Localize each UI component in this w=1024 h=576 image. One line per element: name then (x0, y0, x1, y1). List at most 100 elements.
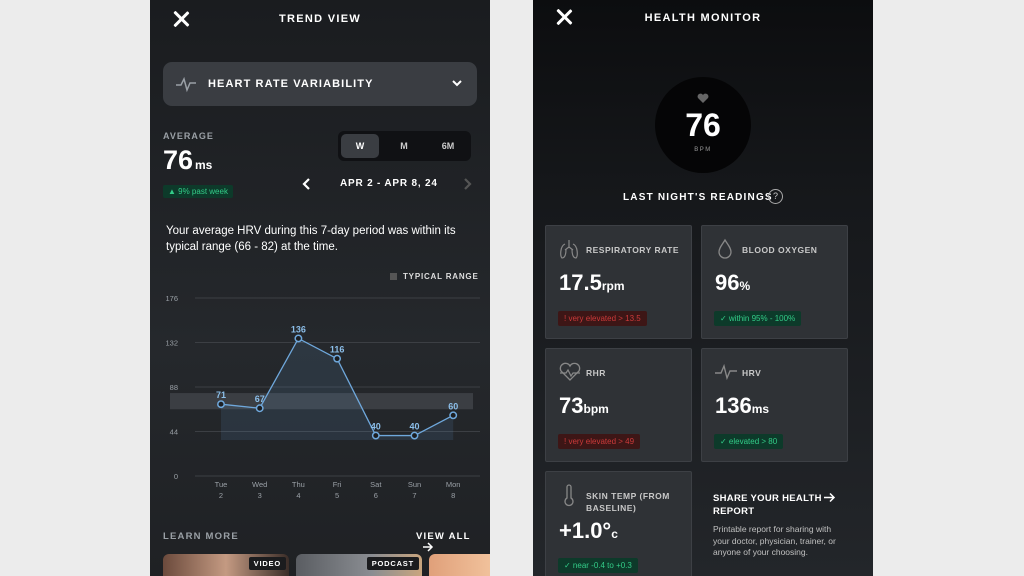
tile-label: SKIN TEMP (FROM BASELINE) (586, 491, 670, 513)
view-all-link[interactable]: VIEW ALL (416, 531, 490, 554)
status-badge: ✓ elevated > 80 (714, 434, 784, 449)
data-label: 40 (371, 422, 381, 432)
status-badge: ! very elevated > 13.5 (558, 311, 647, 326)
heart-pulse-icon (559, 362, 581, 381)
tile-value: 17.5rpm (559, 270, 625, 295)
learn-more-heading: LEARN MORE (163, 531, 239, 542)
x-tick-label: Wed (252, 480, 267, 489)
status-badge: ! very elevated > 49 (558, 434, 641, 449)
x-tick-date: 4 (296, 491, 300, 500)
heart-icon (697, 93, 709, 103)
arrow-right-icon (824, 492, 836, 503)
data-point (449, 411, 458, 420)
pulse-icon (176, 76, 196, 93)
period-month-button[interactable]: M (400, 141, 408, 151)
blood-oxygen-tile[interactable]: BLOOD OXYGEN 96% ✓ within 95% - 100% (701, 225, 848, 339)
tile-label: HRV (742, 368, 762, 378)
share-title: SHARE YOUR HEALTH REPORT (713, 493, 822, 517)
x-tick-label: Sat (370, 480, 382, 489)
data-point (217, 400, 225, 409)
tile-label: BLOOD OXYGEN (742, 245, 818, 255)
x-tick-date: 8 (451, 491, 455, 500)
share-report-link[interactable]: SHARE YOUR HEALTH REPORT Printable repor… (713, 492, 843, 559)
summary-text: Your average HRV during this 7-day perio… (166, 225, 456, 253)
tile-value: 136ms (715, 393, 770, 418)
data-point (333, 354, 342, 363)
x-tick-date: 5 (335, 491, 339, 500)
data-label: 71 (216, 390, 226, 400)
respiratory-rate-tile[interactable]: RESPIRATORY RATE 17.5rpm ! very elevated… (545, 225, 692, 339)
data-point (294, 334, 303, 343)
health-monitor-screen: HEALTH MONITOR 76 BPM LAST NIGHT'S READI… (533, 0, 873, 576)
lungs-icon (560, 240, 578, 259)
legend-swatch (390, 273, 397, 280)
hrv-tile[interactable]: HRV 136ms ✓ elevated > 80 (701, 348, 848, 462)
chevron-down-icon (452, 80, 462, 87)
podcast-tag: PODCAST (366, 557, 419, 570)
period-toggle: W M 6M (338, 131, 471, 161)
tile-value: 96% (715, 270, 751, 295)
data-label: 67 (255, 394, 265, 404)
bpm-unit: BPM (694, 147, 712, 153)
typical-range-band (170, 393, 473, 410)
date-navigator: APR 2 - APR 8, 24 (300, 176, 475, 192)
average-value: 76 (163, 145, 194, 175)
rhr-tile[interactable]: RHR 73bpm ! very elevated > 49 (545, 348, 692, 462)
pulse-icon (715, 363, 737, 381)
data-point (255, 404, 264, 413)
y-tick-label: 0 (174, 472, 178, 481)
x-tick-label: Mon (446, 480, 461, 489)
series-area (221, 338, 454, 440)
x-tick-label: Tue (215, 480, 228, 489)
page-title: HEALTH MONITOR (644, 12, 762, 24)
article-card[interactable] (429, 554, 490, 576)
status-badge: ✓ near -0.4 to +0.3 (558, 558, 638, 573)
tile-value: 73bpm (559, 393, 609, 418)
x-tick-date: 2 (219, 491, 223, 500)
help-icon[interactable]: ? (768, 189, 783, 204)
chevron-right-icon[interactable] (460, 177, 474, 191)
tile-label: RHR (586, 368, 606, 378)
bpm-display: 76 BPM (655, 77, 751, 173)
x-tick-date: 3 (258, 491, 262, 500)
bpm-value: 76 (685, 107, 721, 143)
page-title: TREND VIEW (278, 13, 362, 25)
average-unit: ms (195, 158, 213, 172)
data-label: 60 (448, 401, 458, 411)
video-card[interactable]: VIDEO (163, 554, 289, 576)
x-tick-label: Thu (292, 480, 305, 489)
metric-label: HEART RATE VARIABILITY (208, 78, 374, 90)
readings-title: LAST NIGHT'S READINGS (623, 192, 773, 203)
data-label: 136 (291, 324, 306, 334)
thermometer-icon (564, 484, 574, 507)
video-tag: VIDEO (248, 557, 286, 570)
period-week-button[interactable]: W (341, 134, 379, 158)
data-point (371, 431, 380, 440)
data-point (410, 431, 419, 440)
x-tick-date: 6 (374, 491, 378, 500)
average-label: AVERAGE (163, 131, 214, 141)
change-badge: ▲ 9% past week (163, 185, 233, 198)
legend-label: TYPICAL RANGE (403, 272, 479, 281)
y-tick-label: 176 (165, 294, 178, 303)
status-badge: ✓ within 95% - 100% (714, 311, 802, 326)
tile-value: +1.0°c (559, 518, 618, 543)
x-tick-label: Sun (408, 480, 421, 489)
y-tick-label: 44 (170, 428, 178, 437)
chevron-left-icon[interactable] (300, 177, 314, 191)
skin-temp-tile[interactable]: SKIN TEMP (FROM BASELINE) +1.0°c ✓ near … (545, 471, 692, 576)
arrow-right-icon (423, 542, 434, 552)
podcast-card[interactable]: PODCAST (296, 554, 422, 576)
x-tick-label: Fri (333, 480, 342, 489)
date-range: APR 2 - APR 8, 24 (340, 178, 438, 189)
period-6month-button[interactable]: 6M (441, 141, 455, 151)
trend-view-screen: TREND VIEW HEART RATE VARIABILITY AVERAG… (150, 0, 490, 576)
x-tick-date: 7 (412, 491, 416, 500)
y-tick-label: 132 (165, 339, 178, 348)
view-all-label: VIEW ALL (416, 531, 471, 542)
y-tick-label: 88 (170, 383, 178, 392)
chart-legend: TYPICAL RANGE (390, 272, 479, 281)
metric-dropdown[interactable]: HEART RATE VARIABILITY (163, 62, 477, 106)
tile-label: RESPIRATORY RATE (586, 245, 680, 255)
